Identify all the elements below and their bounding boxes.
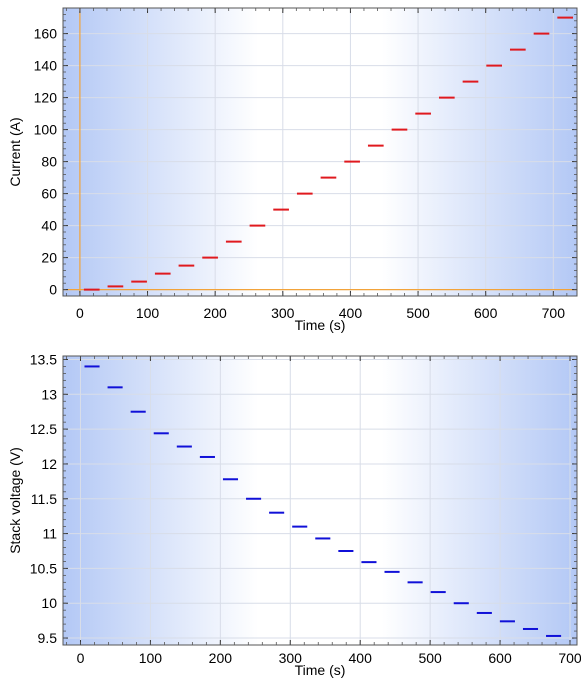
x-tick-label: 400 [349, 650, 373, 666]
y-tick-label: 160 [34, 26, 58, 42]
y-tick-label: 13.5 [30, 351, 57, 367]
x-tick-label: 500 [406, 305, 430, 321]
x-tick-label: 500 [418, 650, 442, 666]
x-axis-title: Time (s) [295, 317, 346, 333]
plot-background [63, 8, 577, 296]
y-tick-label: 10.5 [30, 560, 57, 576]
y-tick-label: 10 [41, 595, 57, 611]
x-axis-title: Time (s) [295, 662, 346, 678]
x-tick-label: 0 [77, 650, 85, 666]
plot-frame [62, 355, 578, 646]
y-tick-label: 140 [34, 58, 58, 74]
y-tick-label: 40 [41, 218, 57, 234]
y-tick-label: 11 [42, 526, 57, 542]
y-tick-label: 0 [49, 282, 57, 298]
y-tick-label: 20 [41, 250, 57, 266]
y-tick-label: 11.5 [31, 491, 57, 507]
y-tick-label: 80 [41, 154, 57, 170]
x-tick-label: 600 [474, 305, 498, 321]
y-tick-label: 12 [41, 456, 57, 472]
y-axis-title: Stack voltage (V) [7, 447, 23, 554]
x-tick-label: 0 [76, 305, 84, 321]
y-tick-label: 13 [41, 386, 57, 402]
y-tick-label: 60 [41, 186, 57, 202]
chart-panel-1: 0 100 200 300 400 500 600 700 0 20 40 60 80 100 120 140… [7, 7, 578, 333]
plot-frame [62, 7, 578, 297]
x-tick-label: 200 [209, 650, 233, 666]
y-axis-title: Current (A) [7, 117, 23, 186]
x-tick-label: 300 [279, 650, 303, 666]
x-tick-label: 700 [558, 650, 581, 666]
y-tick-label: 100 [34, 122, 58, 138]
x-tick-label: 200 [203, 305, 227, 321]
x-tick-label: 400 [339, 305, 363, 321]
y-tick-label: 12.5 [30, 421, 57, 437]
x-tick-label: 100 [139, 650, 163, 666]
y-tick-label: 120 [34, 90, 58, 106]
x-tick-label: 600 [488, 650, 512, 666]
x-tick-label: 300 [271, 305, 295, 321]
x-tick-label: 700 [542, 305, 566, 321]
y-tick-label: 9.5 [38, 630, 58, 646]
chart-panel-2: 0 100 200 300 400 500 600 700 9.5 10 10.5 11 11.5 12 1… [7, 351, 581, 678]
plot-background [63, 356, 577, 645]
x-tick-label: 100 [136, 305, 160, 321]
